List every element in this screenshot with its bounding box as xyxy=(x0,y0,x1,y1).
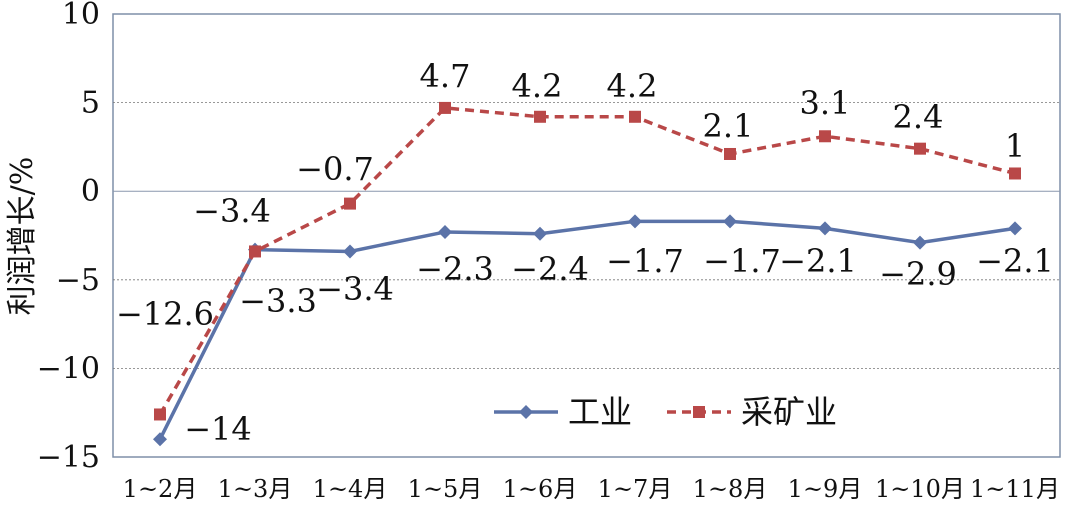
data-label: −2.1 xyxy=(779,242,857,280)
data-point xyxy=(629,110,641,123)
data-label: −1.7 xyxy=(606,242,684,280)
data-point xyxy=(249,245,261,258)
y-tick-label: −15 xyxy=(37,440,100,475)
data-label: 4.2 xyxy=(607,67,658,105)
data-point xyxy=(533,226,547,241)
data-point xyxy=(819,130,831,143)
data-label: 4.7 xyxy=(420,57,471,95)
data-label: 4.2 xyxy=(512,67,563,105)
y-tick-label: 0 xyxy=(81,174,100,209)
y-axis-title: 利润增长/% xyxy=(5,157,40,316)
x-axis-ticks: 1~2月 1~3月 1~4月 1~5月 1~6月 1~7月 1~8月 1~9月 1~10月 1~1… xyxy=(123,475,1060,503)
data-labels: −14−3.3 −3.4−2.3 −2.4 −1.7 −1.7−2.1 −2.9 −2.1−… xyxy=(116,57,1054,448)
data-label: −2.9 xyxy=(879,255,957,293)
x-tick-label: 1~11月 xyxy=(970,475,1060,503)
y-tick-label: −5 xyxy=(56,263,100,298)
legend-label: 工业 xyxy=(568,393,632,431)
series-line-mining xyxy=(158,106,1016,416)
data-point xyxy=(914,142,926,155)
data-label: −3.4 xyxy=(316,270,394,308)
x-tick-label: 1~8月 xyxy=(693,475,768,503)
x-tick-label: 1~4月 xyxy=(313,475,388,503)
data-point xyxy=(438,224,452,239)
data-point xyxy=(344,197,356,210)
data-label: −0.7 xyxy=(296,150,374,188)
data-label: −2.3 xyxy=(416,250,494,288)
x-tick-label: 1~3月 xyxy=(218,475,293,503)
data-label: −12.6 xyxy=(116,295,214,333)
plot-area xyxy=(112,13,1061,458)
legend: 工业 采矿业 xyxy=(494,393,837,431)
data-point xyxy=(343,244,357,259)
legend-marker xyxy=(519,405,533,419)
data-point xyxy=(724,147,736,160)
data-point xyxy=(723,214,737,229)
data-label: −3.4 xyxy=(193,192,271,230)
x-tick-label: 1~7月 xyxy=(598,475,673,503)
y-tick-label: 5 xyxy=(81,86,100,121)
y-tick-label: 10 xyxy=(62,0,100,32)
x-tick-label: 1~5月 xyxy=(408,475,483,503)
data-point xyxy=(628,214,642,229)
series-line-industry xyxy=(158,219,1016,441)
gridlines xyxy=(113,102,1060,369)
data-label: 1 xyxy=(1005,127,1025,165)
data-label: −3.3 xyxy=(239,282,317,320)
data-point xyxy=(1009,167,1021,180)
data-point xyxy=(534,110,546,123)
legend-label: 采矿业 xyxy=(741,393,837,431)
series-group xyxy=(153,101,1022,447)
data-point xyxy=(439,101,451,114)
x-tick-label: 1~2月 xyxy=(123,475,198,503)
legend-marker xyxy=(693,406,705,418)
x-tick-label: 1~6月 xyxy=(503,475,578,503)
data-label: 2.4 xyxy=(893,98,944,136)
data-label: 3.1 xyxy=(800,84,851,122)
data-point xyxy=(818,221,832,236)
data-label: −1.7 xyxy=(703,242,781,280)
data-point xyxy=(154,408,166,421)
data-label: −14 xyxy=(184,410,252,448)
data-point xyxy=(1008,221,1022,236)
data-point xyxy=(913,235,927,250)
data-label: −2.4 xyxy=(511,250,589,288)
x-tick-label: 1~9月 xyxy=(788,475,863,503)
x-tick-label: 1~10月 xyxy=(875,475,965,503)
data-label: 2.1 xyxy=(703,107,754,145)
data-point xyxy=(153,432,167,447)
data-label: −2.1 xyxy=(976,242,1054,280)
y-axis-ticks: 10 5 0 −5 −10 −15 xyxy=(37,0,100,475)
y-tick-label: −10 xyxy=(37,351,100,386)
